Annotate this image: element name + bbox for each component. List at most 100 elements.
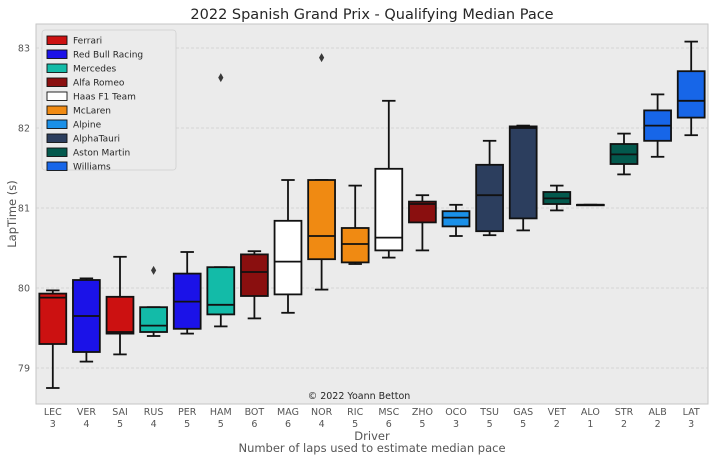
x-tick-label: MSC	[378, 407, 399, 418]
box-nor	[307, 53, 336, 291]
box-ver	[72, 277, 101, 363]
legend-swatch	[46, 105, 68, 115]
x-tick-label: OCO	[445, 407, 467, 418]
x-tick-laps: 5	[352, 419, 358, 430]
x-tick-label: ALO	[581, 407, 600, 418]
legend-label: Williams	[73, 163, 111, 173]
box-tsu	[475, 139, 504, 237]
x-tick-laps: 5	[419, 419, 425, 430]
x-tick-label: LEC	[44, 407, 62, 418]
legend-item: Mercedes	[46, 63, 117, 75]
legend-label: Aston Martin	[73, 149, 130, 159]
x-tick-label: ALB	[648, 407, 666, 418]
box-str	[609, 132, 639, 176]
y-tick-label: 83	[18, 44, 30, 55]
box-per	[172, 251, 202, 335]
iqr-box	[105, 295, 135, 335]
iqr-box	[408, 200, 437, 224]
box-oco	[441, 203, 471, 237]
box-mag	[273, 179, 303, 314]
x-tick-laps: 4	[151, 419, 157, 430]
y-tick-label: 81	[18, 204, 30, 215]
box-lec	[38, 289, 68, 389]
x-tick-label: PER	[178, 407, 197, 418]
box-sai	[105, 255, 135, 356]
legend: Ferrari Red Bull Racing Mercedes Alfa Romeo…	[41, 29, 177, 173]
x-tick-laps: 2	[655, 419, 661, 430]
box-rus	[139, 265, 168, 337]
x-tick-label: RIC	[347, 407, 363, 418]
legend-label: McLaren	[73, 107, 111, 117]
x-tick-laps: 3	[50, 419, 56, 430]
chart-title: 2022 Spanish Grand Prix - Qualifying Med…	[190, 7, 553, 23]
x-tick-label: VET	[548, 407, 567, 418]
legend-swatch	[46, 147, 68, 157]
x-axis-ticks: LEC3VER4SAI5RUS4PER5HAM5BOT6MAG6NOR4RIC5…	[44, 407, 700, 430]
y-tick-label: 82	[18, 124, 30, 135]
legend-label: Mercedes	[73, 65, 117, 75]
x-tick-laps: 3	[453, 419, 459, 430]
legend-label: AlphaTauri	[73, 135, 120, 145]
legend-swatch	[46, 77, 68, 87]
legend-swatch	[46, 161, 68, 171]
legend-swatch	[46, 35, 68, 45]
x-axis-sublabel: Number of laps used to estimate median p…	[238, 441, 505, 455]
y-tick-label: 79	[18, 364, 30, 375]
x-tick-label: LAT	[683, 407, 700, 418]
x-tick-laps: 5	[218, 419, 224, 430]
x-tick-label: TSU	[479, 407, 499, 418]
x-tick-label: GAS	[513, 407, 533, 418]
legend-item: Red Bull Racing	[46, 49, 143, 61]
x-tick-label: BOT	[245, 407, 265, 418]
box-vet	[542, 184, 572, 212]
iqr-box	[475, 163, 504, 233]
iqr-box	[508, 125, 538, 220]
x-tick-label: RUS	[144, 407, 164, 418]
iqr-box	[240, 253, 269, 297]
legend-label: Ferrari	[73, 37, 102, 47]
legend-swatch	[46, 119, 68, 129]
iqr-box	[273, 219, 303, 296]
y-tick-label: 80	[18, 284, 30, 295]
box-zho	[408, 194, 437, 252]
legend-item: Aston Martin	[46, 147, 130, 159]
legend-label: Alfa Romeo	[73, 79, 125, 89]
x-axis-label: Driver	[354, 429, 390, 443]
box-bot	[240, 250, 269, 320]
legend-item: Alfa Romeo	[46, 77, 125, 89]
x-tick-laps: 4	[83, 419, 89, 430]
box-alo	[576, 203, 605, 207]
legend-item: Williams	[46, 161, 111, 173]
legend-swatch	[46, 133, 68, 143]
x-tick-label: ZHO	[412, 407, 433, 418]
x-tick-laps: 6	[285, 419, 291, 430]
iqr-box	[676, 70, 706, 119]
boxes	[38, 40, 706, 389]
legend-item: Haas F1 Team	[46, 91, 136, 103]
legend-swatch	[46, 91, 68, 101]
x-tick-laps: 3	[688, 419, 694, 430]
legend-item: Ferrari	[46, 35, 102, 47]
x-tick-laps: 5	[487, 419, 493, 430]
iqr-box	[139, 306, 168, 333]
y-axis-label: LapTime (s)	[5, 180, 19, 248]
iqr-box	[340, 227, 370, 264]
iqr-box	[441, 210, 471, 228]
x-tick-laps: 6	[386, 419, 392, 430]
x-tick-laps: 5	[184, 419, 190, 430]
x-tick-laps: 5	[520, 419, 526, 430]
watermark: © 2022 Yoann Betton	[308, 391, 411, 402]
box-alb	[643, 93, 672, 158]
x-tick-label: HAM	[210, 407, 232, 418]
box-msc	[374, 99, 404, 259]
box-lat	[676, 40, 706, 137]
iqr-box	[206, 266, 236, 316]
x-tick-laps: 4	[319, 419, 325, 430]
x-tick-label: MAG	[277, 407, 299, 418]
outlier-marker	[319, 53, 325, 63]
iqr-box	[307, 179, 336, 261]
box-gas	[508, 124, 538, 232]
legend-item: AlphaTauri	[46, 133, 120, 145]
x-tick-laps: 2	[554, 419, 560, 430]
